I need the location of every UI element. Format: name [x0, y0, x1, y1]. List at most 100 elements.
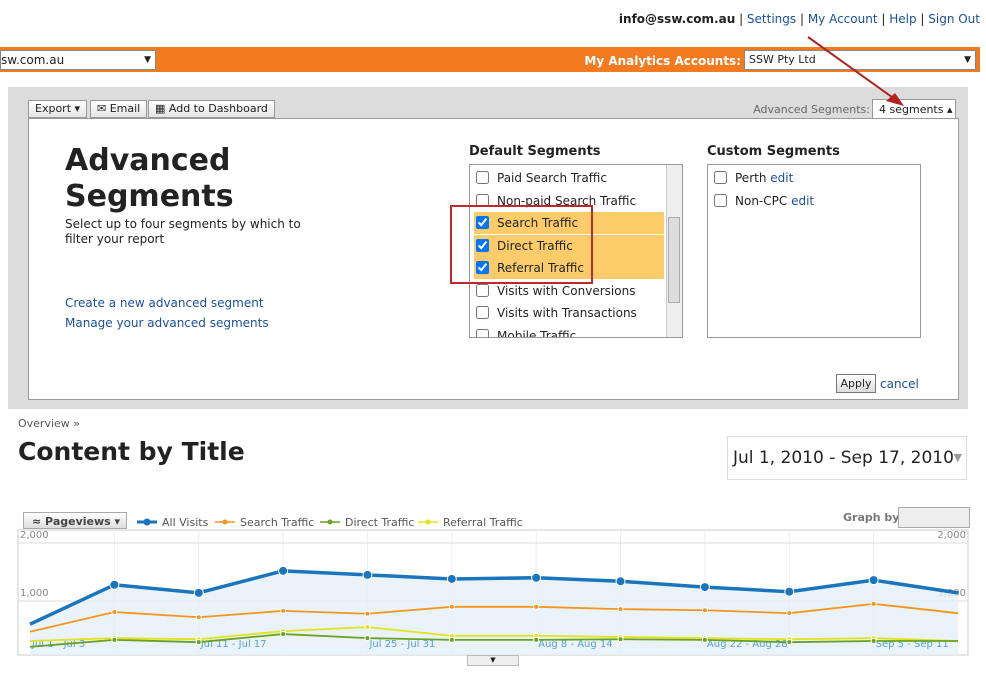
- signout-link[interactable]: Sign Out: [928, 12, 980, 26]
- data-point[interactable]: [195, 614, 202, 621]
- label: Email: [109, 102, 141, 115]
- create-segment-link[interactable]: Create a new advanced segment: [65, 296, 264, 310]
- legend-dot: [327, 519, 333, 525]
- data-point[interactable]: [701, 607, 708, 614]
- data-point[interactable]: [868, 575, 879, 586]
- edit-link[interactable]: edit: [791, 194, 815, 208]
- segment-row[interactable]: Perth edit: [712, 167, 793, 189]
- site-select[interactable]: sw.com.au ▼: [0, 50, 156, 70]
- data-point[interactable]: [280, 607, 287, 614]
- data-point[interactable]: [446, 573, 457, 584]
- graph-by-buttons[interactable]: [898, 507, 970, 528]
- data-point[interactable]: [364, 610, 371, 617]
- data-point[interactable]: [533, 603, 540, 610]
- segment-row[interactable]: Mobile Traffic: [474, 325, 664, 337]
- data-point[interactable]: [448, 636, 455, 643]
- data-point[interactable]: [111, 609, 118, 616]
- data-point[interactable]: [870, 638, 877, 645]
- segment-row[interactable]: Search Traffic: [474, 212, 664, 234]
- segment-checkbox[interactable]: [476, 193, 489, 207]
- y-tick-label: 1,000: [20, 588, 49, 599]
- segment-row[interactable]: Paid Search Traffic: [474, 167, 664, 189]
- data-point[interactable]: [870, 600, 877, 607]
- legend-dot: [425, 519, 431, 525]
- series-line: [29, 633, 958, 648]
- data-point[interactable]: [784, 586, 795, 597]
- site-name: sw.com.au: [1, 53, 65, 67]
- data-point[interactable]: [615, 576, 626, 587]
- segments-tab[interactable]: 4 segments ▴: [872, 99, 956, 119]
- edit-link[interactable]: edit: [770, 171, 794, 185]
- data-point[interactable]: [109, 579, 120, 590]
- help-link[interactable]: Help: [889, 12, 917, 26]
- cancel-link[interactable]: cancel: [880, 377, 919, 391]
- export-button[interactable]: Export ▾: [28, 100, 88, 118]
- manage-segments-link[interactable]: Manage your advanced segments: [65, 316, 269, 330]
- series-line: [29, 602, 959, 633]
- legend-label[interactable]: Referral Traffic: [443, 516, 523, 529]
- series-line: [29, 626, 959, 642]
- segment-row[interactable]: Visits with Transactions: [474, 302, 664, 324]
- segment-checkbox[interactable]: [476, 306, 489, 319]
- highlight-box: [450, 205, 593, 284]
- data-point[interactable]: [448, 603, 455, 610]
- segment-checkbox[interactable]: [476, 238, 489, 252]
- breadcrumb[interactable]: Overview »: [18, 417, 81, 430]
- segment-label: Search Traffic: [497, 216, 579, 230]
- scrollbar[interactable]: [666, 165, 682, 337]
- segment-row[interactable]: Referral Traffic: [474, 257, 664, 279]
- data-point[interactable]: [280, 631, 287, 638]
- header-links: info@ssw.com.au | Settings | My Account …: [618, 12, 980, 26]
- data-point[interactable]: [533, 636, 540, 643]
- data-point[interactable]: [701, 636, 708, 643]
- segment-checkbox[interactable]: [476, 171, 489, 184]
- data-point[interactable]: [364, 635, 371, 642]
- account-name: SSW Pty Ltd: [749, 53, 816, 66]
- segment-checkbox[interactable]: [476, 216, 489, 229]
- segment-checkbox[interactable]: [714, 194, 727, 207]
- data-point[interactable]: [617, 636, 624, 643]
- account-select[interactable]: SSW Pty Ltd ▼: [744, 50, 976, 70]
- dashboard-button[interactable]: ▦ Add to Dashboard: [148, 100, 275, 118]
- label: Export: [35, 102, 72, 115]
- legend-label[interactable]: Search Traffic: [240, 516, 314, 529]
- resize-handle[interactable]: ▼: [467, 655, 519, 666]
- segment-checkbox[interactable]: [476, 283, 489, 297]
- segment-row[interactable]: Direct Traffic: [474, 234, 664, 257]
- data-point[interactable]: [362, 569, 373, 580]
- label: 4 segments: [879, 103, 944, 116]
- segment-checkbox[interactable]: [476, 261, 489, 274]
- data-point[interactable]: [278, 565, 289, 576]
- default-heading: Default Segments: [469, 144, 601, 159]
- data-point[interactable]: [786, 639, 793, 646]
- data-point[interactable]: [364, 624, 371, 631]
- data-point[interactable]: [195, 639, 202, 646]
- segment-label: Referral Traffic: [497, 261, 584, 275]
- x-tick-label: Aug 8 - Aug 14: [538, 639, 612, 650]
- settings-link[interactable]: Settings: [746, 12, 797, 26]
- apply-button[interactable]: Apply: [836, 374, 876, 393]
- segment-row[interactable]: Visits with Conversions: [474, 280, 664, 302]
- segment-row[interactable]: Non-CPC edit: [712, 190, 814, 212]
- custom-heading: Custom Segments: [707, 144, 840, 159]
- x-tick-label: Jul 11 - Jul 17: [200, 639, 267, 650]
- x-tick-label: Aug 22 - Aug 28: [707, 639, 788, 650]
- data-point[interactable]: [111, 636, 118, 643]
- date-range[interactable]: Jul 1, 2010 - Sep 17, 2010 ▼: [727, 436, 967, 480]
- segment-row[interactable]: Non-paid Search Traffic: [474, 190, 664, 212]
- data-point[interactable]: [617, 606, 624, 613]
- panel-description: Select up to four segments by which to f…: [65, 217, 301, 246]
- data-point[interactable]: [193, 587, 204, 598]
- legend-label[interactable]: All Visits: [162, 516, 209, 529]
- data-point[interactable]: [699, 582, 710, 593]
- series-line: [29, 569, 959, 626]
- account-link[interactable]: My Account: [807, 12, 878, 26]
- email-button[interactable]: ✉ Email: [90, 100, 148, 118]
- segment-checkbox[interactable]: [714, 171, 727, 184]
- metric-button[interactable]: ≈ Pageviews ▾: [23, 512, 127, 529]
- y-tick-label: 2,000: [20, 530, 49, 541]
- data-point[interactable]: [786, 610, 793, 617]
- data-point[interactable]: [531, 572, 542, 583]
- legend-label[interactable]: Direct Traffic: [345, 516, 414, 529]
- segment-checkbox[interactable]: [476, 328, 489, 337]
